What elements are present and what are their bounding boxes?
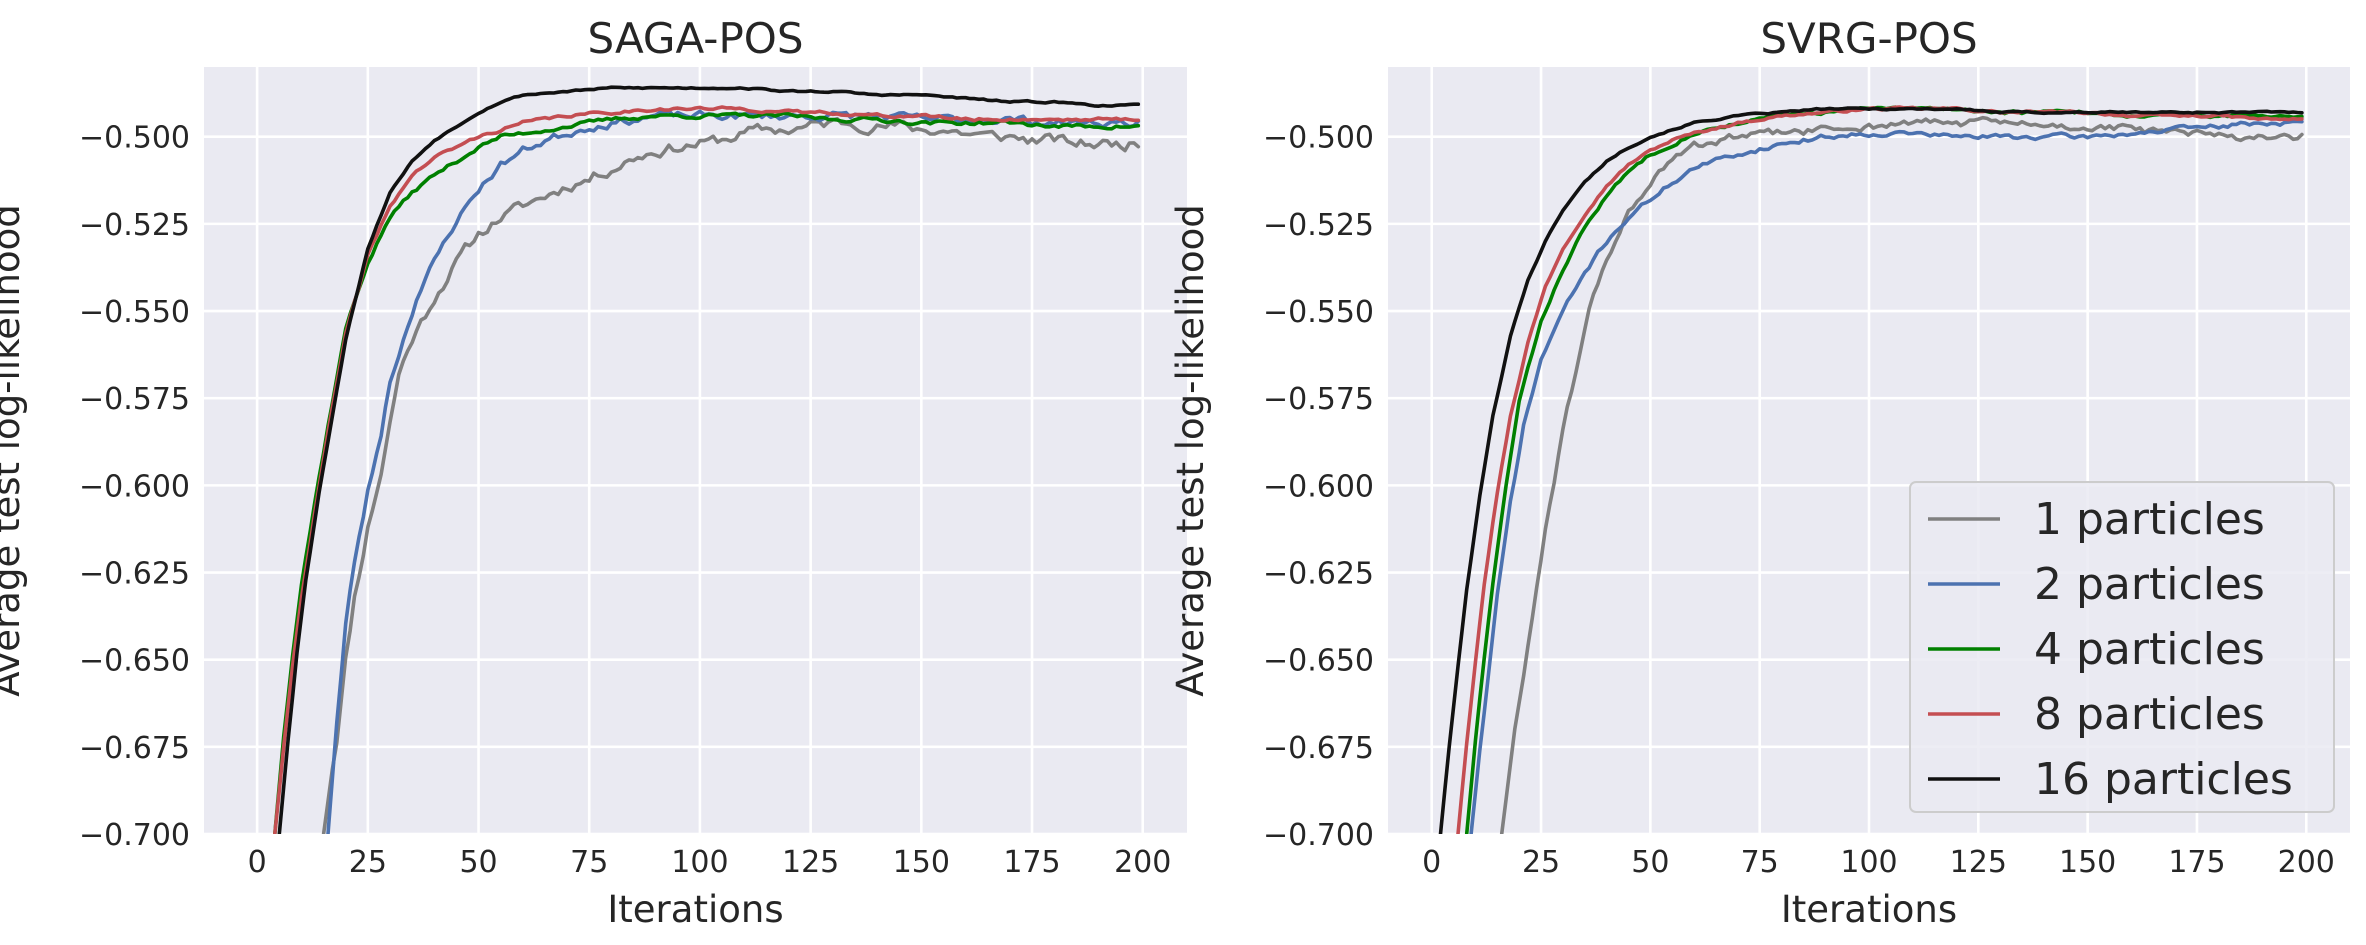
x-axis-label: Iterations (1781, 888, 1957, 931)
y-tick-label: −0.500 (1263, 121, 1374, 156)
x-tick-label: 175 (1003, 845, 1060, 880)
y-tick-label: −0.650 (79, 644, 190, 679)
x-axis-label: Iterations (607, 888, 783, 931)
x-tick-label: 25 (349, 845, 387, 880)
y-tick-label: −0.650 (1263, 644, 1374, 679)
y-tick-label: −0.600 (1263, 469, 1374, 504)
legend-entry: 4 particles (2034, 624, 2265, 675)
y-tick-label: −0.625 (79, 557, 190, 592)
chart-panel-1: 0 25 50 75 100 125 150 175 200 −0.700 −0.675 −0.650… (0, 14, 1187, 931)
x-tick-label: 150 (2059, 845, 2116, 880)
plot-background (204, 67, 1187, 834)
chart-panel-2: 0 25 50 75 100 125 150 175 200 −0.700 −0.675 −0.650… (1169, 14, 2350, 931)
legend: 1 particles 2 particles 4 particles 8 parti… (1909, 481, 2335, 813)
legend-entry: 1 particles (2034, 494, 2265, 545)
x-tick-label: 75 (570, 845, 608, 880)
x-tick-label: 175 (2168, 845, 2225, 880)
y-tick-label: −0.625 (1263, 557, 1374, 592)
series-line-2-particles (1469, 119, 2304, 834)
x-tick-label: 200 (1114, 845, 1171, 880)
legend-entry: 8 particles (2034, 689, 2265, 740)
x-tick-label: 125 (782, 845, 839, 880)
x-tick-label: 50 (459, 845, 497, 880)
x-tick-label: 50 (1631, 845, 1669, 880)
x-tick-label: 100 (671, 845, 728, 880)
y-tick-label: −0.675 (1263, 731, 1374, 766)
y-axis-label: Average test log-likelihood (1169, 204, 1212, 696)
x-tick-label: 0 (1422, 845, 1441, 880)
y-tick-label: −0.575 (79, 382, 190, 417)
x-tick-label: 0 (248, 845, 267, 880)
y-tick-label: −0.550 (79, 295, 190, 330)
y-tick-label: −0.550 (1263, 295, 1374, 330)
y-tick-label: −0.700 (1263, 818, 1374, 853)
y-tick-label: −0.700 (79, 818, 190, 853)
x-tick-label: 125 (1950, 845, 2007, 880)
y-tick-label: −0.500 (79, 121, 190, 156)
series-line-4-particles (272, 111, 1141, 834)
y-tick-label: −0.525 (79, 208, 190, 243)
series-group (1438, 105, 2304, 834)
y-tick-label: −0.575 (1263, 382, 1374, 417)
x-tick-label: 200 (2278, 845, 2335, 880)
series-line-16-particles (277, 85, 1141, 834)
x-tick-label: 150 (893, 845, 950, 880)
x-tick-label: 25 (1522, 845, 1560, 880)
legend-entry: 2 particles (2034, 559, 2265, 610)
series-group (272, 85, 1141, 834)
x-tick-label: 100 (1840, 845, 1897, 880)
chart-title: SVRG-POS (1760, 14, 1977, 63)
y-axis-label: Average test log-likelihood (0, 204, 28, 696)
series-line-16-particles (1438, 106, 2304, 834)
series-line-1-particles (321, 116, 1141, 834)
legend-entry: 16 particles (2034, 754, 2293, 805)
y-tick-label: −0.675 (79, 731, 190, 766)
y-tick-label: −0.525 (1263, 208, 1374, 243)
legend-box (1909, 481, 2335, 813)
series-line-8-particles (272, 105, 1141, 834)
y-tick-label: −0.600 (79, 469, 190, 504)
x-tick-label: 75 (1741, 845, 1779, 880)
chart-title: SAGA-POS (588, 14, 804, 63)
